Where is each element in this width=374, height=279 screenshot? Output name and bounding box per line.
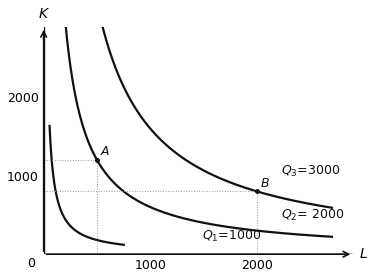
Text: $Q_2$= 2000: $Q_2$= 2000 <box>281 208 344 223</box>
Text: K: K <box>39 7 48 21</box>
Text: $Q_1$=1000: $Q_1$=1000 <box>202 229 261 244</box>
Text: A: A <box>100 145 109 158</box>
Text: 0: 0 <box>27 257 35 270</box>
Text: B: B <box>260 177 269 190</box>
Text: L: L <box>360 247 368 261</box>
Text: $Q_3$=3000: $Q_3$=3000 <box>281 164 340 179</box>
